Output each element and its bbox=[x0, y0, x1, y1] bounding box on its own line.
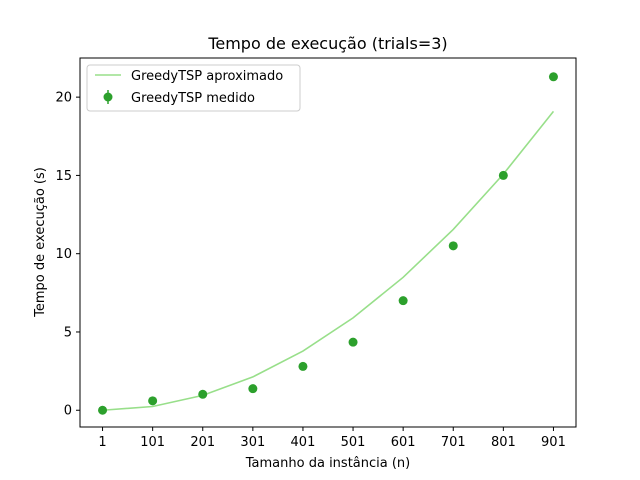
x-tick-label: 301 bbox=[240, 435, 265, 450]
x-tick-label: 801 bbox=[491, 435, 516, 450]
approx-series-line bbox=[102, 110, 555, 412]
x-tick-label: 201 bbox=[190, 435, 215, 450]
measured-point bbox=[298, 361, 308, 371]
y-tick-label: 15 bbox=[55, 169, 72, 184]
y-tick-label: 20 bbox=[55, 91, 72, 106]
legend-label-approx: GreedyTSP aproximado bbox=[131, 69, 283, 84]
y-tick-label: 5 bbox=[64, 325, 72, 340]
axes-background bbox=[80, 58, 576, 427]
measured-point bbox=[448, 241, 458, 251]
x-tick-label: 901 bbox=[541, 435, 566, 450]
x-axis-label: Tamanho da instância (n) bbox=[245, 456, 410, 471]
measured-series-layer bbox=[98, 72, 558, 415]
measured-point bbox=[348, 337, 358, 347]
x-tick-label: 601 bbox=[391, 435, 416, 450]
y-tick-label: 10 bbox=[55, 247, 72, 262]
measured-point bbox=[248, 384, 258, 394]
x-tick-label: 1 bbox=[98, 435, 106, 450]
approx-series-layer bbox=[102, 110, 555, 412]
y-axis-label: Tempo de execução (s) bbox=[33, 167, 48, 318]
legend-marker-swatch bbox=[103, 92, 113, 102]
x-axis-ticks: 1 101 201 301 401 501 601 701 801 901 bbox=[98, 427, 566, 450]
chart-title: Tempo de execução (trials=3) bbox=[207, 34, 447, 53]
plot-area bbox=[79, 57, 577, 428]
y-tick-label: 0 bbox=[64, 404, 72, 419]
axes-frame bbox=[79, 57, 577, 428]
legend-box bbox=[86, 64, 301, 112]
x-tick-label: 501 bbox=[341, 435, 366, 450]
measured-point bbox=[498, 170, 508, 180]
measured-point bbox=[548, 72, 558, 82]
x-tick-label: 401 bbox=[291, 435, 316, 450]
measured-point bbox=[148, 396, 158, 406]
y-axis-ticks: 0 5 10 15 20 bbox=[55, 91, 80, 419]
measured-point bbox=[98, 405, 108, 415]
legend: GreedyTSP aproximado GreedyTSP medido bbox=[86, 64, 301, 112]
x-tick-label: 701 bbox=[441, 435, 466, 450]
measured-point bbox=[398, 296, 408, 306]
legend-label-measured: GreedyTSP medido bbox=[131, 91, 255, 106]
measured-point bbox=[198, 389, 208, 399]
x-tick-label: 101 bbox=[140, 435, 165, 450]
